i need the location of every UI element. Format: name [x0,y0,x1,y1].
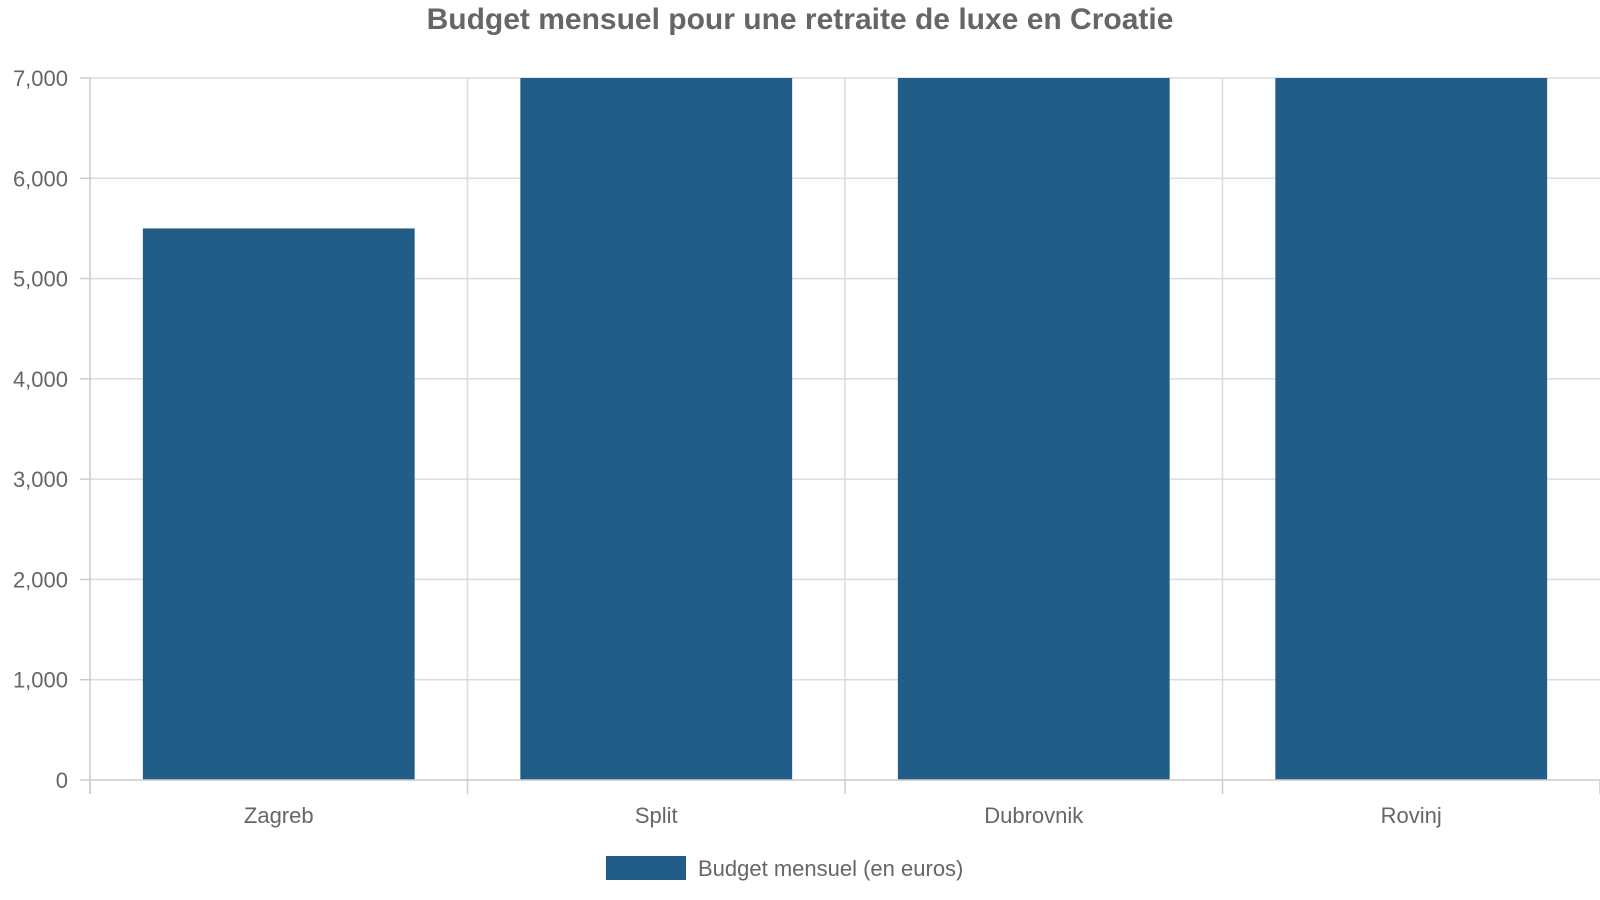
x-tick-label: Zagreb [244,803,314,828]
chart-title: Budget mensuel pour une retraite de luxe… [427,3,1174,36]
y-tick-label: 0 [56,768,68,793]
bar-rovinj [1275,78,1548,780]
legend-label: Budget mensuel (en euros) [698,856,963,881]
bar-split [520,78,793,780]
y-tick-label: 1,000 [13,668,68,693]
bars [142,78,1548,780]
y-tick-label: 4,000 [13,367,68,392]
x-tick-label: Rovinj [1381,803,1442,828]
legend: Budget mensuel (en euros) [606,856,963,881]
axes: 0 1,000 2,000 3,000 4,000 5,000 6,000 7,000 Zagr… [13,66,1600,828]
bar-zagreb [142,228,415,780]
legend-swatch [606,856,686,880]
y-tick-label: 5,000 [13,267,68,292]
y-tick-label: 3,000 [13,467,68,492]
x-tick-label: Split [635,803,678,828]
x-tick-label: Dubrovnik [984,803,1084,828]
bar-dubrovnik [897,78,1170,780]
y-tick-label: 2,000 [13,567,68,592]
y-tick-label: 6,000 [13,166,68,191]
y-tick-label: 7,000 [13,66,68,91]
